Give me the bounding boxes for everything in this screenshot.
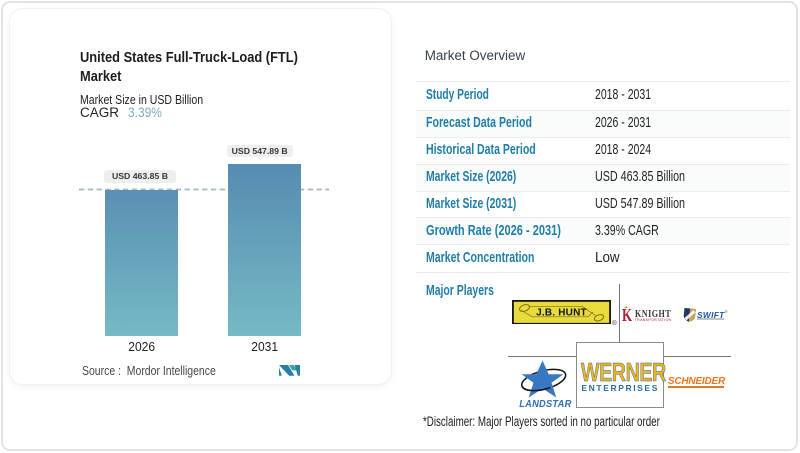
svg-text:J.B. HUNT: J.B. HUNT (536, 307, 587, 318)
